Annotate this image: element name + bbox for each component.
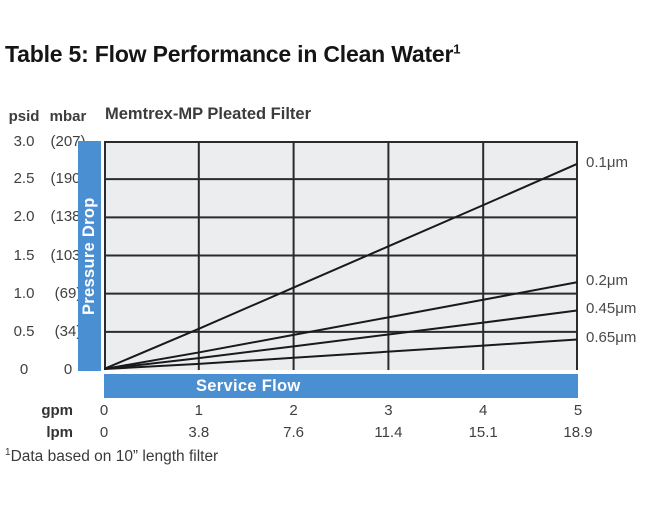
- y-tick-psid: 0: [19, 361, 29, 378]
- x-tick-gpm-0: 0: [99, 402, 109, 419]
- y-unit-psid-label: psid: [8, 108, 40, 125]
- series-line-0.1μm: [104, 162, 578, 370]
- x-tick-gpm-2: 2: [289, 402, 298, 419]
- y-tick-psid: 1.5: [13, 246, 35, 264]
- x-tick-gpm-5: 5: [573, 402, 583, 419]
- x-tick-lpm-18.9: 18.9: [563, 424, 593, 441]
- x-unit-label-gpm: gpm: [41, 402, 73, 419]
- y-tick-mbar: (103): [50, 246, 86, 264]
- series-line-0.65μm: [104, 338, 578, 370]
- y-axis-unit-labels: psid mbar: [2, 108, 90, 125]
- y-tick-row-1.0: 1.0 (69): [2, 285, 90, 303]
- y-tick-mbar: (138): [50, 208, 86, 226]
- y-tick-mbar: (207): [50, 133, 86, 150]
- y-tick-psid: 1.0: [13, 284, 35, 302]
- footnote-text: Data based on 10” length filter: [10, 448, 219, 466]
- x-tick-lpm-11.4: 11.4: [374, 424, 403, 441]
- series-line-0.45μm: [104, 309, 578, 370]
- x-tick-gpm-4: 4: [479, 402, 488, 419]
- x-tick-lpm-7.6: 7.6: [283, 424, 305, 441]
- pressure-drop-axis-label: Pressure Drop: [80, 197, 98, 315]
- y-tick-mbar: (190): [50, 170, 86, 188]
- service-flow-axis-bar: Service Flow: [104, 374, 578, 398]
- footnote: 1Data based on 10” length filter: [5, 447, 218, 466]
- page-title: Table 5: Flow Performance in Clean Water…: [5, 41, 461, 68]
- service-flow-axis-label: Service Flow: [196, 377, 301, 395]
- y-tick-row-2.5: 2.5 (190): [2, 170, 90, 188]
- series-label-0.65μm: 0.65μm: [586, 329, 637, 347]
- series-label-0.1μm: 0.1μm: [586, 153, 628, 171]
- y-tick-row-1.5: 1.5 (103): [2, 247, 90, 265]
- y-tick-row-2.0: 2.0 (138): [2, 208, 90, 226]
- x-tick-lpm-3.8: 3.8: [188, 424, 210, 441]
- x-tick-gpm-1: 1: [194, 402, 203, 419]
- x-tick-lpm-15.1: 15.1: [468, 424, 498, 441]
- page-title-text: Table 5: Flow Performance in Clean Water: [5, 41, 454, 67]
- y-tick-mbar: 0: [63, 361, 73, 378]
- y-tick-mbar: (69): [54, 284, 82, 302]
- footnote-superscript: 1: [5, 447, 11, 458]
- series-line-0.2μm: [104, 281, 578, 370]
- plot-area: [104, 141, 578, 370]
- y-tick-row-3.0: 3.0 (207): [2, 133, 90, 151]
- y-unit-mbar-label: mbar: [49, 108, 87, 125]
- y-tick-psid: 3.0: [13, 133, 35, 150]
- x-tick-lpm-0: 0: [99, 424, 109, 441]
- pressure-drop-axis-bar: Pressure Drop: [78, 141, 101, 371]
- y-tick-psid: 0.5: [13, 322, 35, 340]
- series-label-0.2μm: 0.2μm: [586, 272, 628, 290]
- flow-performance-lines: [104, 141, 578, 370]
- y-tick-psid: 2.5: [13, 170, 35, 188]
- y-tick-row-0.5: 0.5 (34): [2, 323, 90, 341]
- x-tick-gpm-3: 3: [384, 402, 393, 419]
- y-tick-mbar: (34): [54, 322, 82, 340]
- x-unit-label-lpm: lpm: [46, 424, 73, 441]
- y-tick-psid: 2.0: [13, 208, 35, 226]
- page-title-superscript: 1: [453, 41, 461, 57]
- chart-subtitle: Memtrex-MP Pleated Filter: [105, 105, 312, 123]
- series-label-0.45μm: 0.45μm: [586, 300, 637, 318]
